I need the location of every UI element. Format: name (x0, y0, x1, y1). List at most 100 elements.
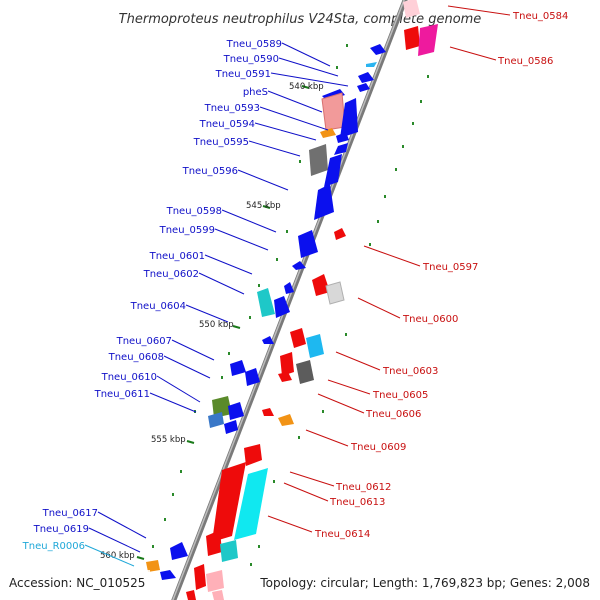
scale-label-560: 560 kbp (100, 551, 135, 561)
label-tneu-0605[interactable]: Tneu_0605 (372, 390, 428, 401)
gene-tneu-0584 (403, 0, 420, 18)
gene-tneu-0613 (212, 462, 246, 542)
label-tneu-0593[interactable]: Tneu_0593 (204, 103, 260, 114)
gene-tneu-0599 (298, 230, 318, 258)
map-title: Thermoproteus neutrophilus V24Sta, compl… (119, 12, 482, 27)
gene-tneu-0593 (340, 98, 358, 138)
gene-tneu-0617 (170, 542, 188, 560)
label-tneu-0604[interactable]: Tneu_0604 (130, 301, 186, 312)
label-tneu-0594[interactable]: Tneu_0594 (199, 119, 255, 130)
left-leader-lines (88, 42, 349, 553)
gene-tneu-0609-red (262, 408, 274, 416)
gene-tneu-0614-red (206, 530, 222, 556)
scale-label-555: 555 kbp (151, 435, 186, 445)
label-tneu-0596[interactable]: Tneu_0596 (182, 166, 238, 177)
label-tneu-0610[interactable]: Tneu_0610 (101, 372, 157, 383)
gene-tneu-r0006 (160, 570, 176, 580)
gene-tneu-0594 (320, 128, 336, 138)
gene-phes (321, 92, 346, 131)
label-tneu-0601[interactable]: Tneu_0601 (149, 251, 205, 262)
gene-tneu-0614-c (206, 570, 224, 592)
gene-tneu-0586-red (404, 26, 420, 50)
gene-tneu-0609 (278, 414, 294, 426)
label-tneu-0590[interactable]: Tneu_0590 (223, 54, 279, 65)
leader-line-rna (84, 544, 135, 567)
gene-tneu-0612 (244, 444, 262, 466)
gene-tneu-0608 (230, 360, 246, 376)
label-phes[interactable]: pheS (243, 87, 268, 98)
gene-features-forward (146, 44, 386, 580)
gene-tneu-0596-grey (309, 144, 328, 176)
footer-right-bg (256, 570, 600, 594)
gene-tneu-0610 (245, 368, 260, 386)
gene-tneu-0614 (234, 468, 268, 540)
label-tneu-0611[interactable]: Tneu_0611 (94, 389, 150, 400)
gene-tneu-0611-b (228, 402, 244, 420)
label-tneu-0603[interactable]: Tneu_0603 (382, 366, 438, 377)
label-tneu-r0006[interactable]: Tneu_R0006 (22, 541, 85, 552)
label-tneu-0599[interactable]: Tneu_0599 (159, 225, 215, 236)
gene-tneu-0590 (366, 62, 377, 67)
topology-text: Topology: circular; Length: 1,769,823 bp… (259, 576, 590, 590)
right-leader-lines (267, 5, 511, 533)
gene-tneu-0614-e (212, 590, 224, 600)
footer-left-bg (0, 570, 150, 594)
label-tneu-0600[interactable]: Tneu_0600 (402, 314, 458, 325)
label-tneu-0606[interactable]: Tneu_0606 (365, 409, 421, 420)
label-tneu-0591[interactable]: Tneu_0591 (215, 69, 271, 80)
gene-features-reverse (186, 0, 438, 600)
gene-tneu-0589 (370, 44, 386, 55)
gene-tneu-0614-d (186, 590, 196, 600)
accession-text: Accession: NC_010525 (9, 576, 145, 590)
gene-tneu-0600-red (312, 274, 330, 296)
left-labels: Tneu_0589 Tneu_0590 Tneu_0591 pheS Tneu_… (22, 39, 282, 552)
label-tneu-0612[interactable]: Tneu_0612 (335, 482, 391, 493)
gene-tneu-0586 (418, 24, 438, 56)
gene-tneu-0597 (334, 228, 346, 240)
label-tneu-0614[interactable]: Tneu_0614 (314, 529, 370, 540)
gene-tneu-0605-red (280, 352, 294, 376)
gene-tneu-0605 (296, 360, 314, 384)
genome-backbone (171, 0, 408, 600)
gene-tneu-0596 (324, 154, 342, 187)
label-tneu-0586[interactable]: Tneu_0586 (497, 56, 553, 67)
label-tneu-0607[interactable]: Tneu_0607 (116, 336, 172, 347)
gene-tneu-0591 (358, 72, 374, 83)
label-tneu-0602[interactable]: Tneu_0602 (143, 269, 199, 280)
label-tneu-0597[interactable]: Tneu_0597 (422, 262, 478, 273)
scale-label-545: 545 kbp (246, 201, 281, 211)
gene-tneu-0595 (334, 143, 348, 155)
gene-tneu-0604 (274, 296, 290, 318)
gene-tneu-0606 (278, 372, 292, 382)
label-tneu-0595[interactable]: Tneu_0595 (193, 137, 249, 148)
right-labels: Tneu_0584 Tneu_0586 Tneu_0597 Tneu_0600 … (314, 11, 568, 540)
gene-tneu-0603-red (290, 328, 306, 348)
scale-label-540: 540 kbp (289, 82, 324, 92)
gene-tneu-0600 (325, 281, 345, 305)
gene-tneu-0611-green (212, 396, 232, 418)
scale-ticks (136, 85, 310, 560)
gene-tneu-0603 (306, 334, 324, 358)
gene-phes-a (357, 83, 370, 92)
gene-tneu-0598 (314, 184, 334, 220)
gene-tneu-0602 (284, 282, 294, 294)
gene-tneu-0595-a (336, 132, 349, 143)
label-tneu-0617[interactable]: Tneu_0617 (42, 508, 98, 519)
gene-tneu-0614-cyan (220, 540, 238, 562)
label-tneu-0584[interactable]: Tneu_0584 (512, 11, 568, 22)
gene-tneu-0614-b (194, 564, 206, 590)
gene-tneu-0601 (292, 261, 306, 270)
scale-label-550: 550 kbp (199, 320, 234, 330)
label-tneu-0619[interactable]: Tneu_0619 (33, 524, 89, 535)
gene-tneu-0607 (262, 336, 274, 344)
gene-tneu-0604-cyan (257, 288, 275, 317)
label-tneu-0613[interactable]: Tneu_0613 (329, 497, 385, 508)
gene-tneu-0611 (208, 412, 224, 428)
label-tneu-0589[interactable]: Tneu_0589 (226, 39, 282, 50)
gene-tneu-0619 (146, 560, 160, 572)
label-tneu-0609[interactable]: Tneu_0609 (350, 442, 406, 453)
label-tneu-0598[interactable]: Tneu_0598 (166, 206, 222, 217)
label-tneu-0608[interactable]: Tneu_0608 (108, 352, 164, 363)
gene-tneu-0611-c (224, 420, 238, 434)
